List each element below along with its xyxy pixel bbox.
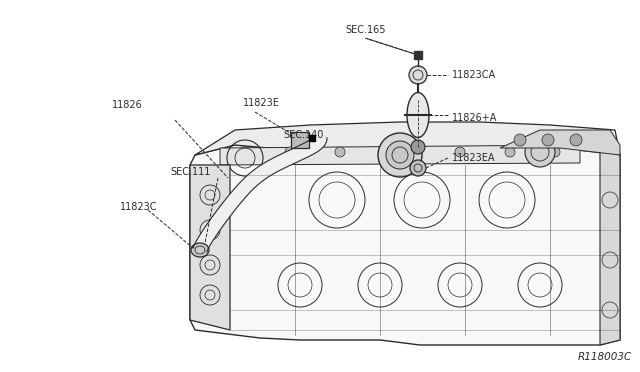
Text: 11826+A: 11826+A — [452, 113, 497, 123]
Circle shape — [410, 160, 426, 176]
Ellipse shape — [191, 243, 209, 257]
Text: SEC.140: SEC.140 — [283, 130, 323, 140]
Circle shape — [411, 140, 425, 154]
Polygon shape — [195, 122, 620, 155]
Polygon shape — [600, 150, 620, 345]
Text: SEC.111: SEC.111 — [170, 167, 211, 177]
Circle shape — [505, 147, 515, 157]
Circle shape — [542, 134, 554, 146]
Ellipse shape — [407, 93, 429, 138]
Text: 11823EA: 11823EA — [452, 153, 495, 163]
Text: 11823C: 11823C — [120, 202, 157, 212]
Polygon shape — [193, 137, 327, 252]
Polygon shape — [190, 165, 230, 330]
Polygon shape — [220, 145, 580, 165]
Text: SEC.165: SEC.165 — [345, 25, 385, 35]
Circle shape — [386, 141, 414, 169]
Polygon shape — [190, 145, 620, 345]
Text: 11823CA: 11823CA — [452, 70, 496, 80]
Circle shape — [378, 133, 422, 177]
Circle shape — [570, 134, 582, 146]
Circle shape — [455, 147, 465, 157]
Circle shape — [335, 147, 345, 157]
FancyBboxPatch shape — [291, 132, 309, 148]
Circle shape — [550, 147, 560, 157]
Text: R118003C: R118003C — [578, 352, 632, 362]
Polygon shape — [500, 130, 620, 155]
Circle shape — [525, 137, 555, 167]
Circle shape — [514, 134, 526, 146]
Text: 11823E: 11823E — [243, 98, 280, 108]
Circle shape — [409, 66, 427, 84]
Text: 11826: 11826 — [112, 100, 143, 110]
Circle shape — [285, 147, 295, 157]
